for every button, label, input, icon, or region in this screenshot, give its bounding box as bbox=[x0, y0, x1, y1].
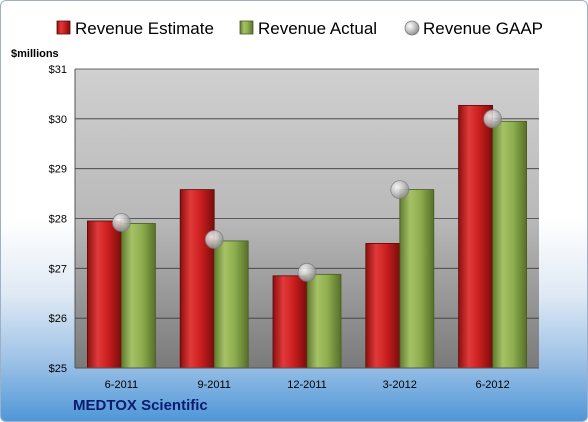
x-tick-label: 12-2011 bbox=[287, 379, 327, 391]
y-unit-label: $millions bbox=[11, 48, 59, 60]
y-tick-label: $28 bbox=[49, 214, 67, 226]
legend: Revenue Estimate Revenue Actual Revenue GA… bbox=[56, 19, 543, 38]
y-tick-label: $29 bbox=[49, 164, 67, 176]
revenue-actual-bar bbox=[306, 273, 342, 369]
y-tick-label: $26 bbox=[49, 313, 67, 325]
revenue-actual-bar bbox=[213, 240, 249, 369]
revenue-gaap-marker bbox=[390, 180, 410, 199]
revenue-gaap-marker bbox=[112, 213, 131, 232]
y-tick-label: $25 bbox=[49, 363, 67, 375]
revenue-estimate-bar bbox=[458, 104, 494, 369]
x-axis: 6-2011 9-2011 12-2011 3-2012 6-2012 bbox=[75, 367, 539, 391]
revenue-gaap-marker bbox=[483, 109, 503, 129]
legend-label: Revenue Actual bbox=[258, 19, 377, 38]
revenue-estimate-bar bbox=[179, 189, 215, 369]
x-tick-label: 6-2012 bbox=[475, 379, 509, 391]
company-name: MEDTOX Scientific bbox=[73, 397, 208, 414]
x-tick-label: 3-2012 bbox=[383, 379, 417, 391]
legend-swatch-estimate bbox=[56, 20, 71, 35]
y-tick-label: $30 bbox=[49, 114, 67, 126]
revenue-gaap-marker bbox=[297, 262, 317, 282]
y-tick-label: $27 bbox=[49, 263, 67, 275]
x-tick-label: 9-2011 bbox=[197, 379, 230, 391]
legend-swatch-actual bbox=[239, 20, 254, 35]
revenue-gaap-marker bbox=[204, 230, 224, 249]
revenue-estimate-bar bbox=[87, 220, 122, 369]
legend-swatch-gaap bbox=[404, 20, 420, 36]
revenue-actual-bar bbox=[492, 120, 528, 369]
bars bbox=[87, 104, 528, 369]
y-tick-label: $31 bbox=[49, 64, 67, 76]
y-axis: $25 $26 $27 $28 $29 $30 $31 bbox=[49, 64, 76, 375]
legend-label: Revenue Estimate bbox=[75, 19, 214, 38]
revenue-estimate-bar bbox=[272, 275, 308, 369]
revenue-actual-bar bbox=[399, 189, 435, 369]
revenue-estimate-bar bbox=[365, 243, 401, 369]
legend-label: Revenue GAAP bbox=[423, 19, 543, 38]
revenue-actual-bar bbox=[121, 223, 156, 369]
x-tick-label: 6-2011 bbox=[105, 379, 138, 391]
gaap-markers bbox=[112, 109, 503, 282]
